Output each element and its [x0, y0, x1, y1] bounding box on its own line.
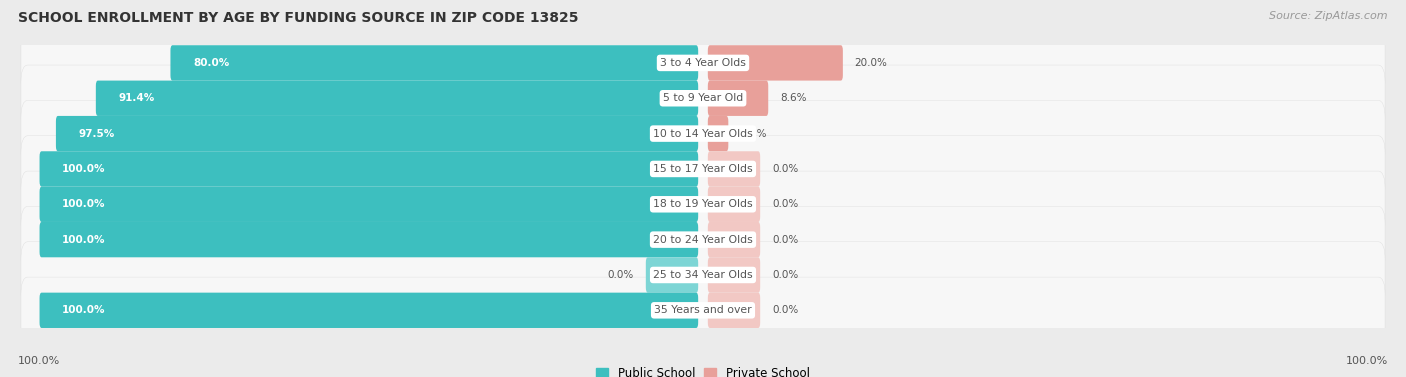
Text: 18 to 19 Year Olds: 18 to 19 Year Olds — [654, 199, 752, 209]
Text: 3 to 4 Year Olds: 3 to 4 Year Olds — [659, 58, 747, 68]
FancyBboxPatch shape — [170, 45, 699, 81]
Text: 0.0%: 0.0% — [772, 305, 799, 315]
Text: 100.0%: 100.0% — [18, 356, 60, 366]
Text: 35 Years and over: 35 Years and over — [654, 305, 752, 315]
Text: 20 to 24 Year Olds: 20 to 24 Year Olds — [654, 234, 752, 245]
FancyBboxPatch shape — [21, 136, 1385, 202]
Text: 0.0%: 0.0% — [772, 234, 799, 245]
Text: 10 to 14 Year Olds: 10 to 14 Year Olds — [654, 129, 752, 139]
Text: 2.5%: 2.5% — [740, 129, 766, 139]
FancyBboxPatch shape — [707, 81, 768, 116]
FancyBboxPatch shape — [21, 65, 1385, 132]
FancyBboxPatch shape — [39, 293, 699, 328]
FancyBboxPatch shape — [39, 187, 699, 222]
Legend: Public School, Private School: Public School, Private School — [592, 362, 814, 377]
FancyBboxPatch shape — [21, 207, 1385, 273]
Text: 80.0%: 80.0% — [193, 58, 229, 68]
FancyBboxPatch shape — [707, 116, 728, 151]
Text: SCHOOL ENROLLMENT BY AGE BY FUNDING SOURCE IN ZIP CODE 13825: SCHOOL ENROLLMENT BY AGE BY FUNDING SOUR… — [18, 11, 579, 25]
Text: 8.6%: 8.6% — [780, 93, 807, 103]
Text: 100.0%: 100.0% — [62, 234, 105, 245]
Text: 100.0%: 100.0% — [62, 164, 105, 174]
Text: 0.0%: 0.0% — [772, 270, 799, 280]
Text: 100.0%: 100.0% — [62, 199, 105, 209]
FancyBboxPatch shape — [21, 171, 1385, 238]
FancyBboxPatch shape — [96, 81, 699, 116]
Text: 100.0%: 100.0% — [1346, 356, 1388, 366]
Text: 0.0%: 0.0% — [607, 270, 634, 280]
Text: 25 to 34 Year Olds: 25 to 34 Year Olds — [654, 270, 752, 280]
FancyBboxPatch shape — [39, 222, 699, 257]
FancyBboxPatch shape — [707, 187, 761, 222]
Text: 5 to 9 Year Old: 5 to 9 Year Old — [662, 93, 744, 103]
FancyBboxPatch shape — [56, 116, 699, 151]
Text: 0.0%: 0.0% — [772, 164, 799, 174]
Text: Source: ZipAtlas.com: Source: ZipAtlas.com — [1270, 11, 1388, 21]
Text: 97.5%: 97.5% — [79, 129, 115, 139]
FancyBboxPatch shape — [707, 45, 842, 81]
FancyBboxPatch shape — [645, 257, 699, 293]
FancyBboxPatch shape — [707, 257, 761, 293]
FancyBboxPatch shape — [21, 277, 1385, 343]
Text: 15 to 17 Year Olds: 15 to 17 Year Olds — [654, 164, 752, 174]
FancyBboxPatch shape — [707, 293, 761, 328]
Text: 0.0%: 0.0% — [772, 199, 799, 209]
FancyBboxPatch shape — [39, 151, 699, 187]
Text: 91.4%: 91.4% — [118, 93, 155, 103]
Text: 20.0%: 20.0% — [855, 58, 887, 68]
FancyBboxPatch shape — [21, 242, 1385, 308]
FancyBboxPatch shape — [707, 222, 761, 257]
FancyBboxPatch shape — [21, 30, 1385, 96]
FancyBboxPatch shape — [707, 151, 761, 187]
Text: 100.0%: 100.0% — [62, 305, 105, 315]
FancyBboxPatch shape — [21, 100, 1385, 167]
